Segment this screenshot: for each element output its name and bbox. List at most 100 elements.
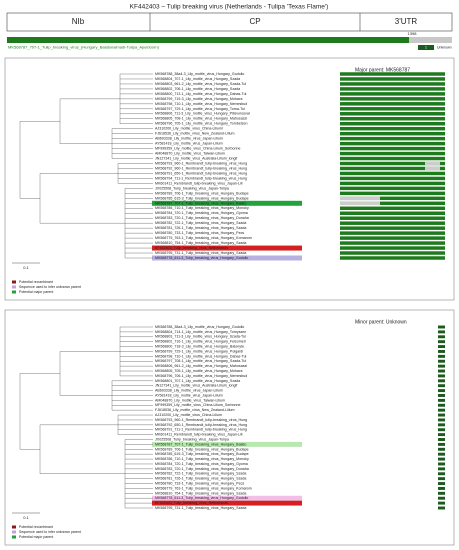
similarity-bar <box>438 359 445 363</box>
similarity-bar <box>340 156 445 161</box>
similarity-bar <box>340 117 445 121</box>
panel <box>4 309 455 546</box>
leaf-label: MK568794_711-1_Rembrandt_tulip-breaking_… <box>155 176 247 180</box>
leaf-label: MK568782_722-1_Tulip_breaking_virus_Hung… <box>155 472 246 476</box>
similarity-bar <box>340 166 445 171</box>
parent-bar-label: MK568787_707-1_Tulip_breaking_virus_(Hun… <box>8 45 160 50</box>
similarity-gap <box>340 201 380 206</box>
similarity-bar <box>438 403 445 407</box>
leaf-label: MK568791_711-1_Rembrandt_tulip-breaking_… <box>155 428 247 432</box>
region-label: NIb <box>72 17 85 26</box>
leaf-label: MK568784_720-1_Tulip_breaking_virus_Hung… <box>155 462 248 466</box>
legend-label: Sequence used to infer unknown parent <box>19 530 81 534</box>
similarity-bar <box>340 181 445 186</box>
similarity-bar <box>438 467 445 471</box>
similarity-gap <box>425 161 440 166</box>
similarity-bar <box>340 126 445 131</box>
similarity-bar <box>340 201 445 206</box>
leaf-label: MK568800_713-1_Lily_mottle_virus_Hungary… <box>155 92 247 96</box>
similarity-bar <box>438 447 445 451</box>
similarity-bar <box>438 349 445 353</box>
similarity-bar <box>340 72 445 76</box>
panel <box>4 57 455 301</box>
unknown-bar <box>409 37 452 43</box>
leaf-label: MK568799_719-3_Lily_mottle_virus_Hungary… <box>155 97 243 101</box>
similarity-bar <box>340 97 445 101</box>
similarity-bar <box>340 151 445 156</box>
region-label: 3'UTR <box>395 17 418 26</box>
leaf-label: JX025508_Tulip_breaking_virus_Japan-Tuli… <box>155 186 229 190</box>
leaf-label: AY581418_Lily_mottle_virus_Japan-Lilium <box>155 142 223 146</box>
leaf-label: MK568804_714-1_Lily_mottle_virus_Hungary… <box>155 330 246 334</box>
leaf-label: MK568800_718-3_Lily_mottle_virus_Hungary… <box>155 345 244 349</box>
similarity-bar <box>438 345 445 349</box>
legend-label: Sequence used to infer unknown parent <box>19 285 81 289</box>
similarity-bar <box>340 121 445 126</box>
leaf-label: MK568797_708-1_Lily_mottle_virus_Hungary… <box>155 359 246 363</box>
leaf-label: FJ618536_Lily_mottle_virus_New_Zealand-L… <box>155 132 235 136</box>
similarity-bar <box>340 251 445 255</box>
similarity-bar <box>340 136 445 141</box>
leaf-label: MK568784_720-1_Tulip_breaking_virus_Hung… <box>155 211 248 215</box>
similarity-bar <box>340 87 445 91</box>
legend-label: Potential major parent <box>19 290 53 294</box>
leaf-label: MK568785_615-3_Tulip_breaking_virus_Hung… <box>155 452 249 456</box>
similarity-bar <box>438 418 445 422</box>
similarity-bar <box>438 491 445 495</box>
leaf-label: AY581418_Lily_mottle_virus_Japan-Lilium <box>155 393 223 397</box>
similarity-bar <box>438 335 445 339</box>
leaf-label: MK568806_961-2_Lily_mottle_virus_Hungary… <box>155 364 247 368</box>
leaf-label: MK568786_710-1_Tulip_breaking_virus_Hung… <box>155 206 249 210</box>
leaf-label: MK568778_611-3_Tulip_breaking_virus_Hung… <box>155 256 248 260</box>
leaf-label: KF442403_Tulip_breaking_virus_Netherland… <box>155 501 228 505</box>
leaf-label: AM048870_Lily_mottle_virus_Taiwan-Lilium <box>155 398 225 402</box>
similarity-bar <box>340 176 445 181</box>
leaf-label: MK568789_706-1_Tulip_breaking_virus_Hung… <box>155 191 249 195</box>
leaf-label: MK568781_726-1_Tulip_breaking_virus_Hung… <box>155 477 246 481</box>
similarity-bar <box>438 506 445 510</box>
leaf-label: MK601411_Rembrandt_tulip-breaking_virus_… <box>155 433 243 437</box>
similarity-bar <box>340 226 445 230</box>
legend-swatch <box>12 290 16 294</box>
similarity-bar <box>438 457 445 461</box>
similarity-bar <box>438 486 445 490</box>
leaf-label: AB693338_Lily_mottle_virus_Japan-Lilium <box>155 389 223 393</box>
unknown-box <box>418 45 434 50</box>
similarity-bar <box>340 131 445 136</box>
similarity-bar <box>340 92 445 96</box>
legend-swatch <box>12 530 16 534</box>
leaf-label: MK568788_38a4-3_Lily_mottle_virus_Hungar… <box>155 72 244 76</box>
leaf-label: MK568792_650-1_Rembrandt_tulip-breaking_… <box>155 423 247 427</box>
leaf-label: MK568779_763-1_Tulip_breaking_virus_Hung… <box>155 236 252 240</box>
similarity-bar <box>438 354 445 358</box>
similarity-bar <box>438 384 445 388</box>
similarity-bar <box>438 408 445 412</box>
similarity-gap <box>425 166 440 171</box>
similarity-bar <box>340 112 445 116</box>
similarity-bar <box>340 141 445 146</box>
similarity-bar <box>438 369 445 373</box>
genome-map <box>6 12 453 32</box>
similarity-bar <box>438 423 445 427</box>
leaf-label: MK568802_706-1_Lily_mottle_virus_Hungary… <box>155 87 240 91</box>
similarity-bar <box>438 374 445 378</box>
leaf-label: MK568780_733-1_Tulip_breaking_virus_Hung… <box>155 481 244 485</box>
similarity-bar <box>438 472 445 476</box>
leaf-label: MK568805_705-1_Lily_mottle_virus_Hungary… <box>155 369 243 373</box>
leaf-label: MK568793_960-1_Rembrandt_tulip-breaking_… <box>155 418 247 422</box>
leaf-label: MK568810_754-1_Tulip_breaking_virus_Hung… <box>155 241 246 245</box>
similarity-bar <box>340 206 445 211</box>
leaf-label: AB693338_Lily_mottle_virus_Japan-Lilium <box>155 137 223 141</box>
leaf-label: MK568793_960-1_Rembrandt_tulip-breaking_… <box>155 161 247 165</box>
leaf-label: MK568797_729-1_Lily_mottle_virus_Hungary… <box>155 107 245 111</box>
leaf-label: MK568779_763-1_Tulip_breaking_virus_Hung… <box>155 486 252 490</box>
similarity-bar <box>340 196 445 201</box>
similarity-bar <box>438 340 445 344</box>
leaf-highlight <box>152 200 302 206</box>
leaf-label: MK568783_720-1_Tulip_breaking_virus_Hung… <box>155 467 249 471</box>
similarity-bar <box>340 216 445 220</box>
similarity-bar <box>340 102 445 106</box>
similarity-bar <box>340 186 445 191</box>
